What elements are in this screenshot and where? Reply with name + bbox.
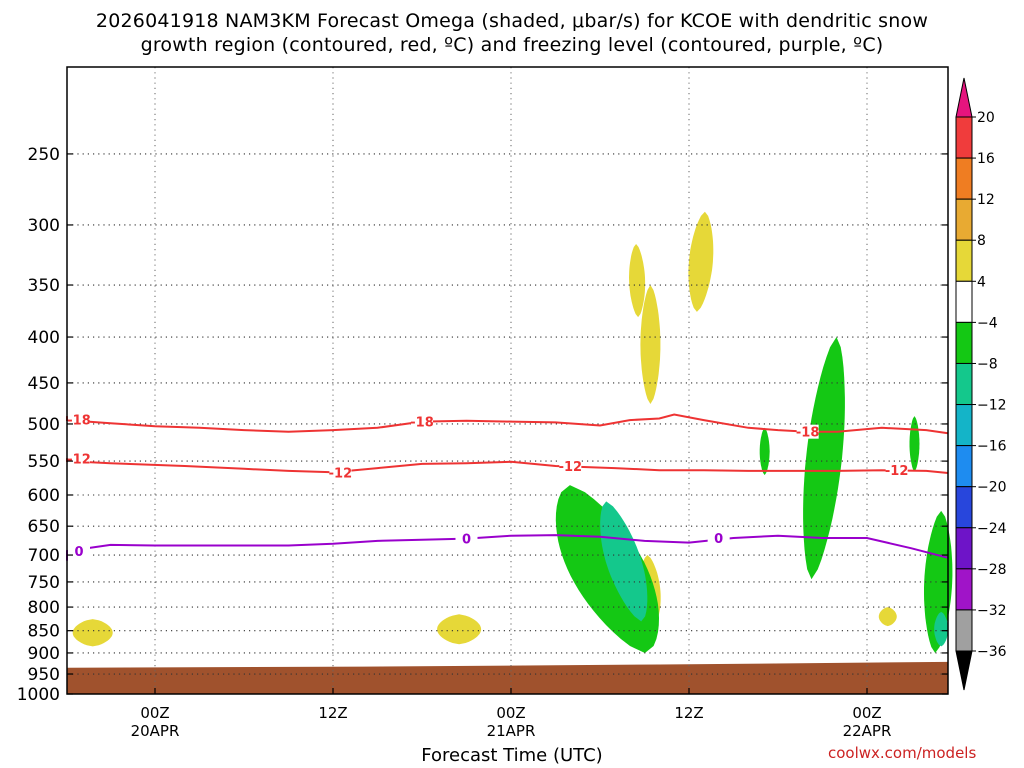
contour-label-bg-2-2 — [707, 530, 730, 545]
y-tick-label-500: 500 — [28, 415, 60, 435]
colorbar-label-13: −36 — [977, 644, 1007, 660]
contour-label-bg-1-3 — [885, 463, 908, 478]
contour-label-1-1: -12 — [329, 466, 353, 481]
contour-line-1 — [66, 458, 949, 474]
contour-label-1-2: -12 — [559, 460, 583, 475]
colorbar-label-2: 12 — [977, 192, 995, 208]
contour-label-1-0: -12 — [67, 452, 91, 467]
x-tick-label-54-0: 00Z — [852, 704, 881, 722]
omega-region-8 — [600, 501, 648, 622]
colorbar-band-3 — [955, 239, 973, 282]
colorbar-band-6 — [955, 362, 973, 406]
omega-region-3 — [640, 285, 661, 404]
y-tick-label-450: 450 — [28, 374, 60, 394]
omega-region-11 — [909, 416, 920, 472]
contour-label-bg-0-2 — [796, 424, 819, 439]
y-tick-label-400: 400 — [28, 328, 60, 348]
colorbar-label-6: −8 — [977, 356, 998, 372]
colorbar-label-12: −32 — [977, 603, 1007, 619]
chart-title-line-2: growth region (contoured, red, ºC) and f… — [140, 34, 884, 56]
y-tick-label-800: 800 — [28, 598, 60, 618]
omega-region-13 — [934, 611, 949, 647]
colorbar-band-0 — [955, 116, 973, 159]
y-tick-label-900: 900 — [28, 644, 60, 664]
y-tick-label-950: 950 — [28, 665, 60, 685]
y-tick-label-1000: 1000 — [17, 685, 60, 705]
contour-label-bg-0-0 — [68, 412, 90, 427]
colorbar-label-5: −4 — [977, 315, 998, 331]
contour-label-bg-0-1 — [411, 414, 433, 429]
y-tick-label-850: 850 — [28, 622, 60, 642]
omega-region-1 — [437, 614, 482, 645]
colorbar-label-11: −28 — [977, 562, 1007, 578]
colorbar-label-0: 20 — [977, 110, 995, 126]
colorbar-label-3: 8 — [977, 233, 986, 249]
terrain-fill — [67, 661, 948, 694]
colorbar-label-7: −12 — [977, 398, 1007, 414]
x-tick-label-6-0: 00Z — [140, 704, 169, 722]
omega-region-6 — [878, 607, 897, 627]
contour-label-bg-1-2 — [559, 459, 582, 474]
omega-region-9 — [803, 337, 845, 580]
contour-label-0-2: -18 — [796, 426, 820, 441]
colorbar-label-9: −20 — [977, 480, 1007, 496]
colorbar-bottom-extend — [955, 650, 973, 691]
contour-label-bg-2-1 — [455, 531, 478, 546]
contour-label-1-3: -12 — [885, 464, 909, 479]
colorbar-label-8: −16 — [977, 439, 1007, 455]
colorbar-band-5 — [955, 321, 973, 364]
contour-label-0-0: -18 — [67, 413, 91, 428]
omega-shading-layer — [72, 211, 953, 653]
y-tick-label-300: 300 — [28, 216, 60, 236]
contour-label-2-2: 0 — [714, 532, 723, 547]
colorbar-band-1 — [955, 157, 973, 200]
pressure-grid-layer — [67, 67, 948, 695]
y-tick-label-600: 600 — [28, 486, 60, 506]
colorbar-label-4: 4 — [977, 274, 986, 290]
colorbar-top-extend — [955, 77, 973, 118]
x-tick-label-30-0: 00Z — [496, 704, 525, 722]
y-tick-label-250: 250 — [28, 145, 60, 165]
x-tick-label-6-1: 20APR — [131, 722, 180, 740]
axes-layer: 2503003504004505005506006507007508008509… — [17, 66, 949, 740]
colorbar-band-7 — [955, 404, 973, 447]
colorbar-band-12 — [955, 609, 973, 652]
colorbar-band-8 — [955, 445, 973, 488]
terrain-layer — [67, 661, 948, 694]
contour-layer: -18 -18 -18 -12 -12 -12 -12 0 0 0 — [66, 412, 949, 561]
colorbar-band-9 — [955, 486, 973, 529]
y-tick-label-350: 350 — [28, 276, 60, 296]
omega-region-0 — [72, 619, 113, 647]
contour-label-2-0: 0 — [74, 545, 83, 560]
contour-label-bg-1-1 — [329, 465, 352, 480]
contour-label-bg-1-0 — [68, 451, 90, 466]
contour-label-bg-2-0 — [68, 544, 90, 559]
colorbar-band-2 — [955, 198, 973, 241]
x-tick-label-54-1: 22APR — [843, 722, 892, 740]
omega-region-2 — [629, 244, 646, 318]
y-tick-label-550: 550 — [28, 452, 60, 472]
contour-label-2-1: 0 — [462, 533, 471, 548]
x-axis-label: Forecast Time (UTC) — [421, 745, 603, 766]
colorbar-label-1: 16 — [977, 151, 995, 167]
omega-region-10 — [759, 427, 770, 475]
colorbar: 20 16 12 8 4 −4 −8 −12 −16 −20 −24 −28 −32 −36 — [955, 77, 1007, 691]
contour-label-0-1: -18 — [410, 416, 434, 431]
y-tick-label-750: 750 — [28, 573, 60, 593]
x-tick-label-18-0: 12Z — [318, 704, 347, 722]
chart-title-line-1: 2026041918 NAM3KM Forecast Omega (shaded… — [95, 10, 929, 32]
colorbar-band-10 — [955, 527, 973, 570]
y-tick-label-650: 650 — [28, 517, 60, 537]
colorbar-band-4 — [955, 280, 973, 323]
colorbar-band-11 — [955, 568, 973, 611]
colorbar-label-10: −24 — [977, 521, 1007, 537]
x-tick-label-30-1: 21APR — [487, 722, 536, 740]
plot-frame — [66, 66, 949, 695]
omega-region-4 — [688, 211, 714, 312]
x-tick-label-42-0: 12Z — [674, 704, 703, 722]
source-credit[interactable]: coolwx.com/models — [828, 744, 977, 762]
y-tick-label-700: 700 — [28, 546, 60, 566]
